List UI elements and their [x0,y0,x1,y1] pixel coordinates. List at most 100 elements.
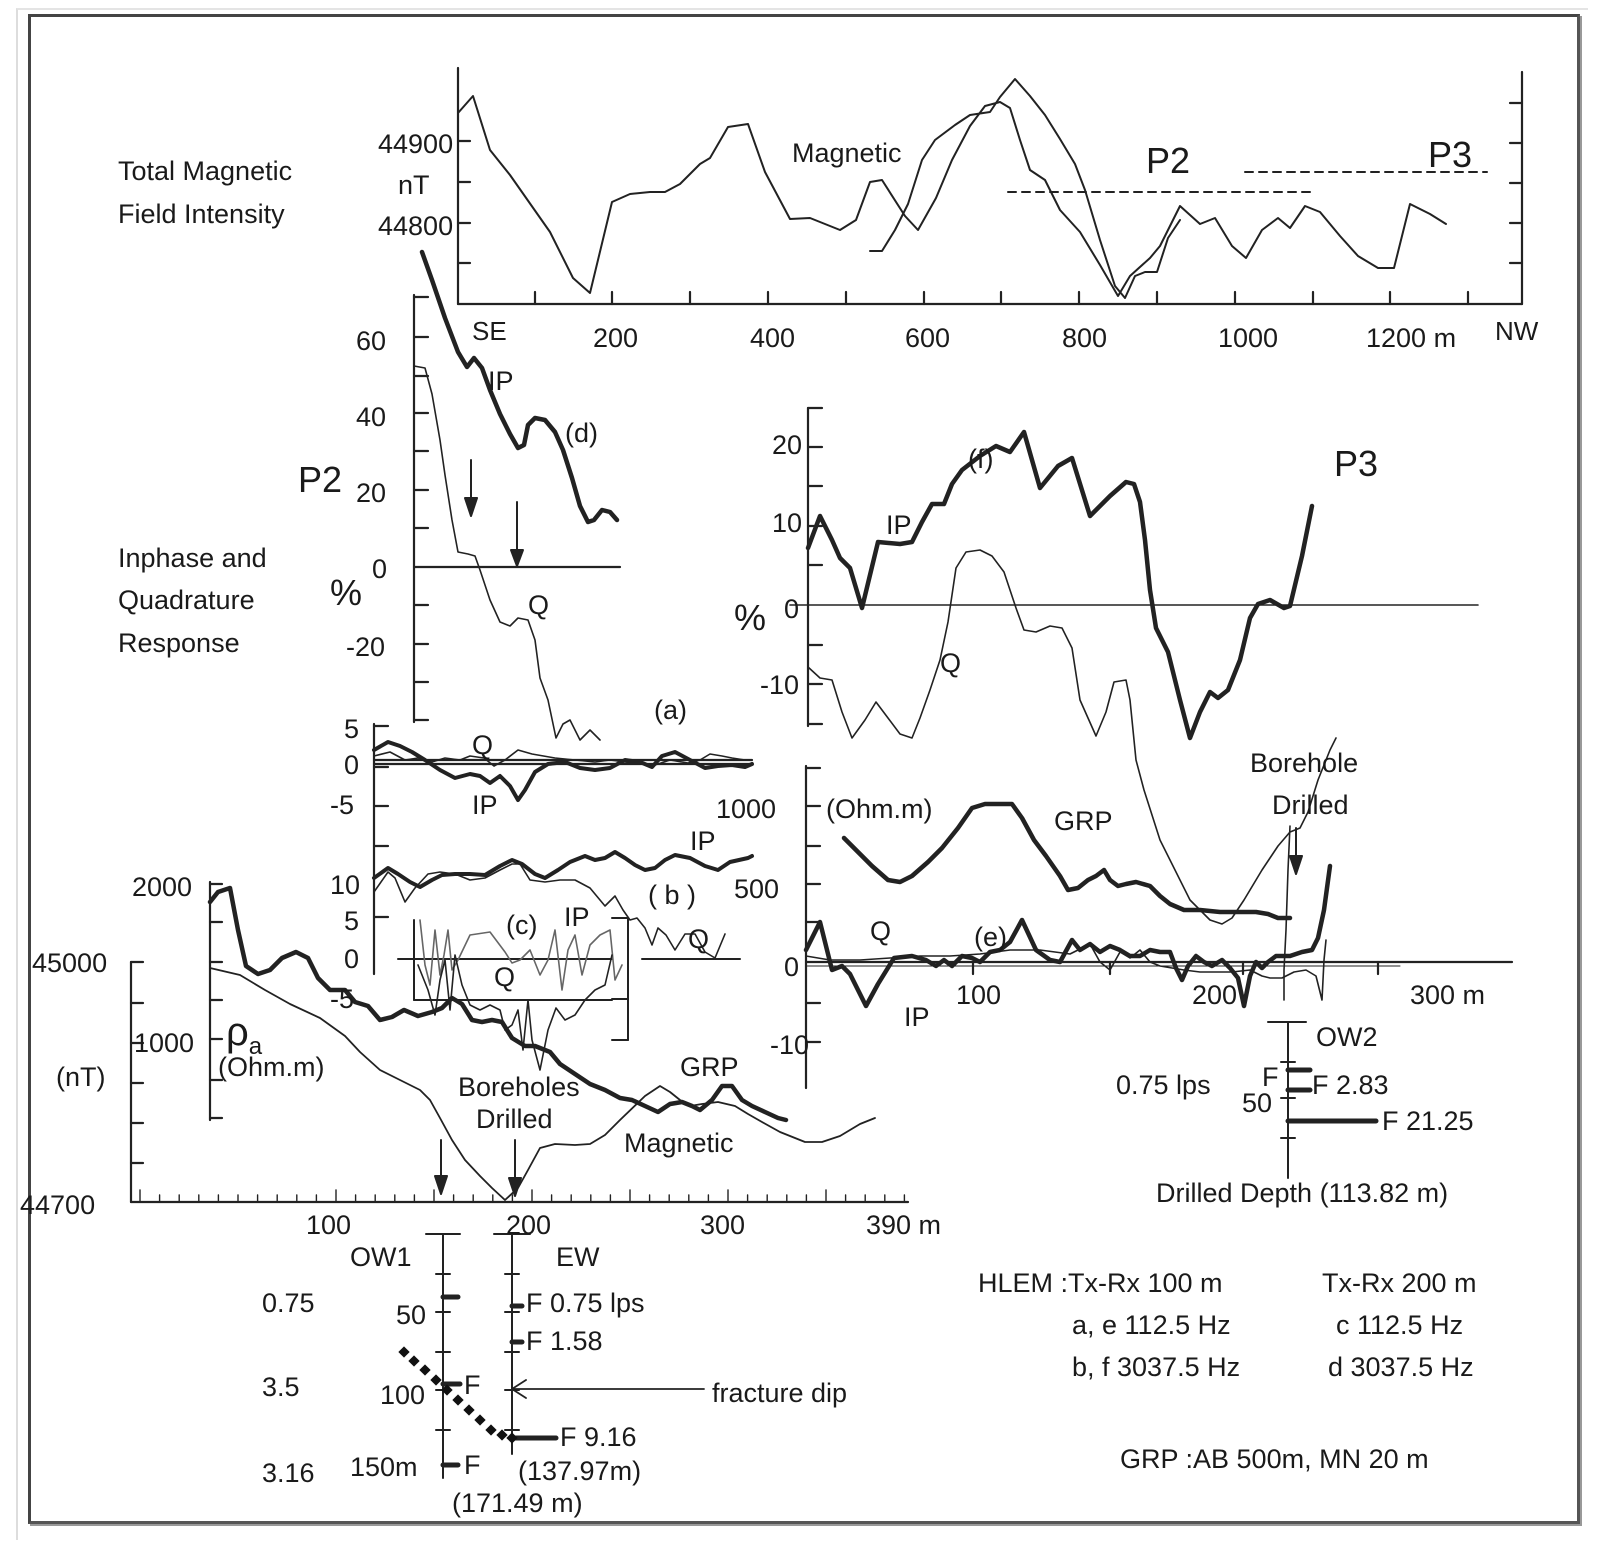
ow2-depth-50: 50 [1242,1088,1273,1118]
p2-x-minor-ticks [139,1189,906,1203]
p2-d-arrows [464,459,524,567]
p3-ytick-m10: -10 [760,670,800,700]
c-ytick-m5: -5 [330,984,355,1014]
p2-resp-line3: Response [118,628,240,658]
p3-ytick-500: 500 [734,874,780,904]
p3-ohm-label: (Ohm.m) [826,794,933,824]
tmf-xtick-400: 400 [750,323,796,353]
p3-f-label: (f) [968,444,994,474]
p3-percent: % [734,597,767,638]
ow2-yield-left: 0.75 lps [1116,1070,1211,1100]
p2-d-label: (d) [565,418,598,448]
tmf-title-line2: Field Intensity [118,199,285,229]
mag-ytick-44700: 44700 [20,1190,96,1220]
fracture-dip-dots [398,1346,518,1444]
p2-title: P2 [298,459,343,500]
outer-border [16,8,1588,1540]
b-label: ( b ) [648,880,697,910]
ow1-yield-316: 3.16 [262,1458,315,1488]
tmf-xtick-nw: NW [1495,316,1539,346]
p2-resp-line1: Inphase and [118,543,267,573]
p3-e-ip-curve [803,863,1333,1009]
ew-fracture-2: F 1.58 [526,1326,603,1356]
c-q-curve [417,954,613,1071]
legend-c: c 112.5 Hz [1336,1310,1464,1340]
mag-axes [129,960,910,1204]
p3-xtick-300: 300 m [1410,980,1486,1010]
p3-e-q-spike [1283,825,1291,1001]
p3-xtick-100: 100 [956,980,1002,1010]
tmf-curve-label: Magnetic [792,138,902,168]
p2-magnetic-curve [209,967,876,1201]
fracture-dip-label: fracture dip [712,1378,848,1408]
a-ip-label: IP [472,790,498,820]
p3-grp-label: GRP [1054,806,1113,836]
tmf-magnetic-curve [457,95,1447,297]
p3-e-ip-label: IP [904,1002,930,1032]
p3-e-axes [804,764,1514,1090]
b-ip-label: IP [690,826,716,856]
grp-ytick-2000: 2000 [132,872,193,902]
c-ip-curve [419,919,623,991]
grp-ytick-1000: 1000 [134,1028,195,1058]
ew-depth: (137.97m) [518,1456,642,1486]
rho-letter: ρ [226,1010,249,1054]
tmf-xtick-600: 600 [905,323,951,353]
c-q-label: Q [494,962,516,992]
legend-bf: b, f 3037.5 Hz [1072,1352,1241,1382]
p2-grp-label: GRP [680,1052,739,1082]
a-ytick-5: 5 [344,714,360,744]
p2-xtick-390: 390 m [866,1210,942,1240]
mag-ytick-45000: 45000 [32,948,108,978]
ow1-label: OW1 [350,1242,412,1272]
p2-q-label: Q [528,590,550,620]
legend-d: d 3037.5 Hz [1328,1352,1474,1382]
ew-fracture-1: F 0.75 lps [526,1288,645,1318]
ow2-fracture-3: F 21.25 [1382,1106,1474,1136]
p2-ytick-60: 60 [356,326,387,356]
tmf-xtick-se: SE [472,316,507,346]
ow1-depth: (171.49 m) [452,1488,583,1518]
p3-f-ip-curve [805,429,1315,741]
p3-q-label: Q [940,648,962,678]
tmf-xtick-1000: 1000 [1218,323,1279,353]
p3-ytick-20: 20 [772,430,803,460]
tmf-xtick-200: 200 [593,323,639,353]
a-ytick-0: 0 [344,750,360,780]
rho-subscript: a [248,1033,263,1060]
tmf-magnetic-curve-2 [869,78,1181,299]
ow2-log [1267,1021,1379,1179]
tmf-title-line1: Total Magnetic [118,156,293,186]
p2-ytick-0: 0 [372,554,388,584]
tmf-axes [456,66,1524,306]
p3-ytick-1000: 1000 [716,794,777,824]
p2-boreholes-line2: Drilled [476,1104,553,1134]
p2-ytick-20: 20 [356,478,387,508]
p2-ytick-40: 40 [356,402,387,432]
p3-f-q-curve [807,549,1337,925]
ew-label: EW [556,1242,600,1272]
p3-f-axes [789,406,1479,728]
p2-boreholes-line1: Boreholes [458,1072,580,1102]
p3-ytick-0: 0 [784,594,800,624]
p2-ip-label: IP [488,366,514,396]
b-ytick-10: 10 [330,870,361,900]
legend-hlem-100: HLEM :Tx-Rx 100 m [978,1268,1223,1298]
ow1-log [425,1233,463,1479]
tmf-p3-label: P3 [1428,134,1473,175]
c-ip-label: IP [564,902,590,932]
p3-ip-label: IP [886,510,912,540]
a-q-curve [373,749,746,767]
b-q-curve [373,863,726,959]
rho-symbol: ρa [226,1012,262,1059]
p2-magnetic-label: Magnetic [624,1128,734,1158]
legend-hlem-200: Tx-Rx 200 m [1322,1268,1477,1298]
p3-e-q-label: Q [870,916,892,946]
p3-ytick-m10b: -10 [770,1030,810,1060]
a-ytick-m5: -5 [330,790,355,820]
p2-xtick-200: 200 [506,1210,552,1240]
p3-e-q-curve [805,939,1327,1001]
b-q-label: Q [688,924,710,954]
p2-ytick-m20: -20 [346,632,386,662]
